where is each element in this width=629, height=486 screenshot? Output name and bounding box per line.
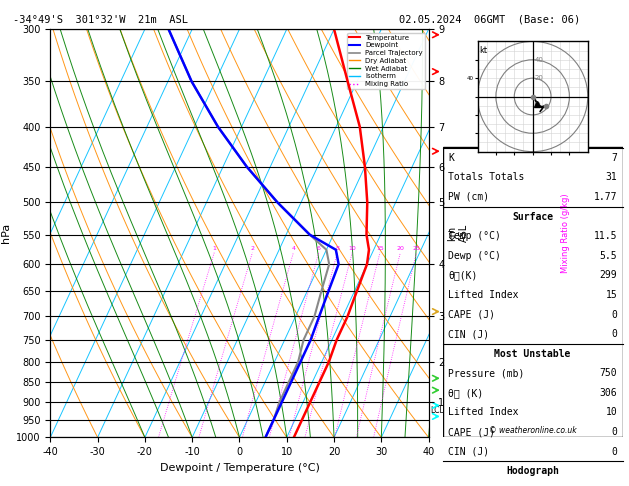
Text: © weatheronline.co.uk: © weatheronline.co.uk (489, 426, 576, 435)
Text: 6: 6 (317, 246, 321, 251)
Text: kt: kt (479, 46, 487, 55)
Text: 0: 0 (611, 310, 617, 319)
Text: -34°49'S  301°32'W  21m  ASL: -34°49'S 301°32'W 21m ASL (13, 15, 187, 25)
Text: 0: 0 (611, 427, 617, 437)
Text: K: K (448, 153, 454, 163)
Text: 1.77: 1.77 (594, 192, 617, 202)
Text: PW (cm): PW (cm) (448, 192, 489, 202)
Text: Temp (°C): Temp (°C) (448, 231, 501, 241)
Text: Pressure (mb): Pressure (mb) (448, 368, 525, 378)
Text: 31: 31 (606, 173, 617, 182)
Text: 7: 7 (611, 153, 617, 163)
Text: 306: 306 (599, 388, 617, 398)
Bar (443, 147, 623, 437)
Text: 20: 20 (535, 75, 543, 81)
Legend: Temperature, Dewpoint, Parcel Trajectory, Dry Adiabat, Wet Adiabat, Isotherm, Mi: Temperature, Dewpoint, Parcel Trajectory… (347, 33, 425, 89)
Text: Most Unstable: Most Unstable (494, 349, 571, 359)
Text: 4: 4 (291, 246, 296, 251)
Text: CAPE (J): CAPE (J) (448, 427, 495, 437)
Text: 20: 20 (396, 246, 404, 251)
Text: 10: 10 (606, 407, 617, 417)
Text: CIN (J): CIN (J) (448, 447, 489, 457)
Y-axis label: km
ASL: km ASL (447, 224, 469, 243)
Text: 02.05.2024  06GMT  (Base: 06): 02.05.2024 06GMT (Base: 06) (399, 15, 581, 25)
Text: 0: 0 (611, 329, 617, 339)
Text: θᴇ (K): θᴇ (K) (448, 388, 483, 398)
Text: CAPE (J): CAPE (J) (448, 310, 495, 319)
Text: 750: 750 (599, 368, 617, 378)
Text: 11.5: 11.5 (594, 231, 617, 241)
Text: 299: 299 (599, 270, 617, 280)
Text: 8: 8 (335, 246, 339, 251)
Text: 15: 15 (606, 290, 617, 300)
Text: Surface: Surface (512, 211, 553, 222)
Text: θᴇ(K): θᴇ(K) (448, 270, 477, 280)
Text: Hodograph: Hodograph (506, 466, 559, 476)
Text: Dewp (°C): Dewp (°C) (448, 251, 501, 260)
Y-axis label: hPa: hPa (1, 223, 11, 243)
Text: 5.5: 5.5 (599, 251, 617, 260)
Text: 1: 1 (212, 246, 216, 251)
Text: LCL: LCL (430, 406, 444, 416)
Text: 25: 25 (413, 246, 420, 251)
Text: CIN (J): CIN (J) (448, 329, 489, 339)
Text: 0: 0 (611, 447, 617, 457)
Text: 10: 10 (348, 246, 356, 251)
Text: 2: 2 (250, 246, 254, 251)
Text: Lifted Index: Lifted Index (448, 290, 518, 300)
Text: Lifted Index: Lifted Index (448, 407, 518, 417)
Text: 15: 15 (376, 246, 384, 251)
Text: Mixing Ratio (g/kg): Mixing Ratio (g/kg) (561, 193, 570, 273)
X-axis label: Dewpoint / Temperature (°C): Dewpoint / Temperature (°C) (160, 463, 320, 473)
Text: Totals Totals: Totals Totals (448, 173, 525, 182)
Text: 40: 40 (535, 57, 543, 63)
